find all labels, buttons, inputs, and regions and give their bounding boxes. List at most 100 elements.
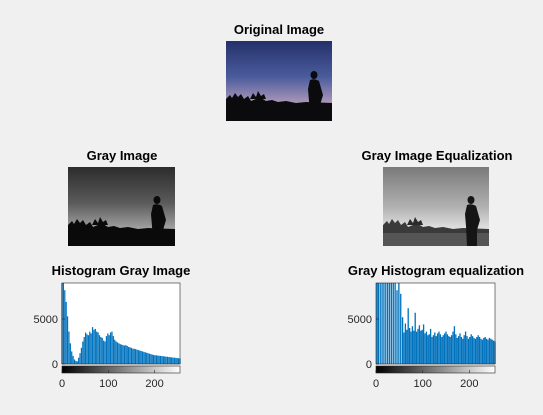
hist-eq-bar [455,334,457,364]
hist-gray-bar [114,339,116,364]
hist-gray-ytick-label: 0 [52,359,58,371]
hist-eq-ytick-label: 0 [366,359,372,371]
hist-eq-bar [432,335,435,364]
hist-gray-bar [165,356,167,364]
hist-eq-bar [392,283,394,364]
gray-image [68,167,175,246]
hist-gray-bar [97,332,99,364]
hist-gray-axes-box [61,282,181,365]
hist-gray-bar [90,333,92,364]
hist-gray-bar [155,355,158,364]
hist-eq-colorbar [375,365,496,374]
hist-eq-bar [476,337,478,364]
hist-gray-bar [89,331,91,364]
hist-gray-bar [76,361,78,364]
hist-gray-bar [94,328,96,364]
hist-gray-bar [132,348,134,364]
hist-eq-bar [415,331,418,364]
hist-gray-bar [129,347,131,364]
hist-gray-bar [115,341,117,364]
hist-eq-bar [457,336,460,364]
hist-gray-bar [154,355,156,364]
hist-gray-bar [137,350,139,364]
hist-gray-bar [143,351,145,364]
hist-gray-bar [139,350,141,364]
hist-eq-bar [414,312,416,364]
hist-gray-bar [62,283,65,364]
hist-gray-bar [158,355,160,364]
hist-eq-bar [464,331,467,364]
hist-eq-bar [406,329,408,364]
hist-gray-bar [105,336,108,364]
hist-gray-bar [78,357,80,364]
hist-eq-bar [398,283,400,364]
hist-gray-bar [148,353,151,364]
hist-eq-bar [427,335,429,364]
hist-eq-bar [473,337,475,364]
hist-gray-bar [123,345,126,364]
hist-gray-bar [98,335,101,364]
hist-eq-bar [483,337,485,364]
hist-eq-bar [438,331,440,364]
hist-gray-bar [153,355,155,364]
hist-gray-bar [134,349,137,364]
hist-eq-bar [481,339,484,364]
hist-gray-colorbar [61,365,181,374]
hist-gray-bar [125,345,127,364]
hist-gray-bar [100,337,102,364]
hist-eq-bar [400,293,402,364]
hist-gray-bar [161,356,163,364]
hist-eq-bar [491,339,493,364]
hist-gray-xtick-label: 100 [99,378,117,390]
hist-gray-bar [159,355,162,364]
hist-eq-xtick-label: 200 [460,378,478,390]
hist-gray-bar [118,343,120,364]
hist-gray-bar [146,352,148,364]
hist-eq-bar [383,283,385,364]
hist-eq-bar [376,283,378,364]
hist-gray-bar [172,357,174,364]
hist-eq-bar [388,283,391,364]
hist-gray-bar [173,357,176,364]
hist-gray-bar [83,337,85,364]
hist-eq-bar [410,331,412,364]
hist-gray-bar [108,335,110,364]
hist-eq-bar [408,328,411,364]
hist-gray-xtick-label: 0 [59,378,65,390]
hist-eq-ytick-label: 5000 [348,314,372,326]
hist-eq-bar [387,283,389,364]
hist-eq-bar [490,338,492,364]
hist-eq-bar [449,337,451,364]
hist-gray-bar [141,351,144,364]
hist-gray-bar [175,357,177,364]
hist-eq-bar [471,336,474,364]
hist-gray-bar [84,332,87,364]
hist-gray-bar [121,344,123,364]
gray-image-equalization-title: Gray Image Equalization [361,148,513,163]
hist-gray-bar [169,357,171,364]
hist-gray-bar [68,331,70,364]
hist-gray-bar [64,290,66,364]
hist-eq-bar [424,333,426,364]
hist-eq-bar [492,340,495,364]
hist-gray-ytick-label: 5000 [34,314,58,326]
hist-eq-bar [381,283,383,364]
hist-gray-bar [116,342,119,364]
hist-gray-bar [65,301,67,364]
hist-eq-bar [431,337,433,364]
hist-gray-bar [93,329,95,364]
hist-gray-bar [128,346,130,364]
hist-eq-bar [390,283,393,364]
hist-eq-bar [422,324,425,364]
hist-eq-bar [462,338,464,364]
original-image [226,41,332,121]
hist-gray-bar [109,332,112,364]
hist-gray-bar [79,353,81,364]
hist-gray-bar [136,349,138,364]
hist-eq-bar [487,339,489,364]
hist-gray-bar [177,358,180,364]
hist-eq-bar [470,334,472,364]
hist-gray-bar [157,355,159,364]
hist-eq-bar [413,330,415,364]
